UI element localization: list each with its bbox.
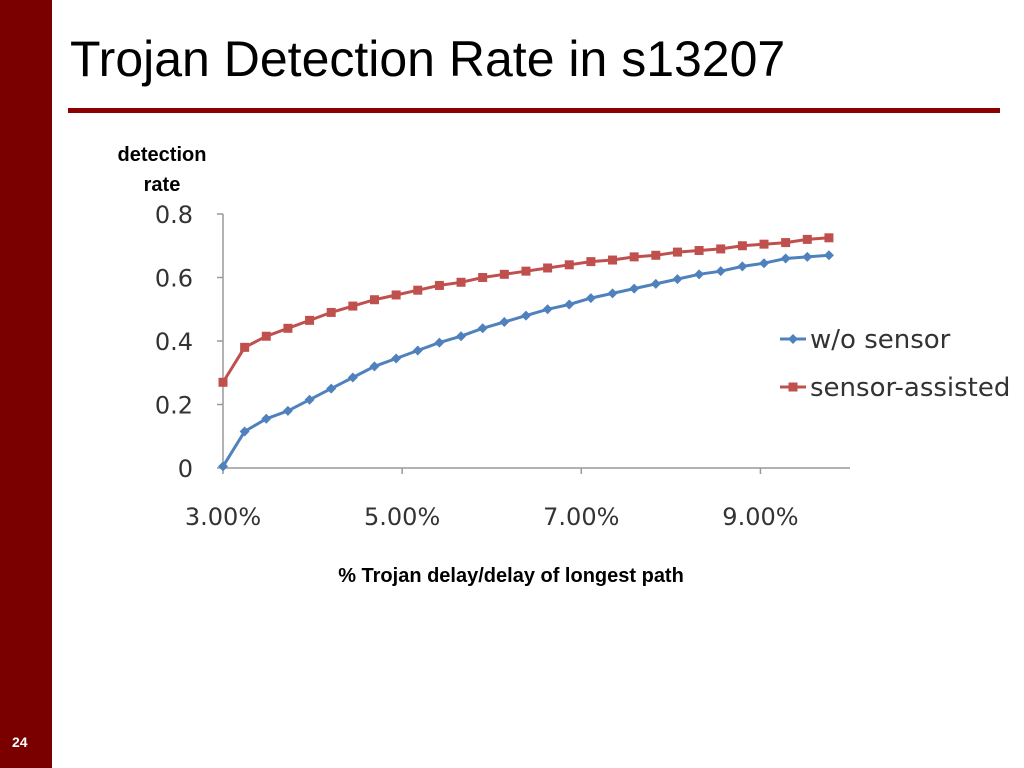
data-point-wo-sensor — [261, 413, 272, 424]
data-point-sensor-assisted — [543, 263, 553, 273]
data-point-wo-sensor — [629, 283, 640, 294]
slide-number: 24 — [12, 734, 28, 750]
data-point-wo-sensor — [780, 253, 791, 264]
y-axis-label: detection rate — [100, 140, 224, 200]
data-point-wo-sensor — [520, 310, 531, 321]
data-point-sensor-assisted — [218, 377, 228, 387]
y-axis-label-line1: detection — [117, 144, 207, 166]
data-point-wo-sensor — [369, 361, 380, 372]
data-point-wo-sensor — [650, 278, 661, 289]
data-point-wo-sensor — [607, 288, 618, 299]
data-point-wo-sensor — [304, 394, 315, 405]
data-point-wo-sensor — [326, 383, 337, 394]
slide-title: Trojan Detection Rate in s13207 — [70, 31, 786, 87]
data-point-wo-sensor — [456, 331, 467, 342]
series-line-1 — [221, 253, 830, 468]
data-point-wo-sensor — [434, 337, 445, 348]
data-point-sensor-assisted — [478, 273, 488, 282]
data-point-sensor-assisted — [521, 266, 531, 276]
x-axis-label: % Trojan delay/delay of longest path — [338, 565, 684, 587]
y-tick-label: 0.8 — [155, 201, 193, 229]
data-point-wo-sensor — [802, 251, 813, 262]
legend-marker-diamond — [788, 334, 798, 344]
data-point-sensor-assisted — [564, 260, 574, 270]
left-accent-bar — [0, 0, 52, 768]
legend-label-1: w/o sensor — [810, 325, 951, 355]
data-point-sensor-assisted — [629, 252, 639, 262]
data-point-wo-sensor — [218, 461, 228, 472]
data-point-wo-sensor — [715, 266, 726, 277]
data-point-wo-sensor — [412, 345, 423, 356]
data-point-sensor-assisted — [737, 241, 747, 251]
data-point-sensor-assisted — [716, 244, 726, 254]
legend-marker-square — [788, 382, 798, 392]
data-point-wo-sensor — [737, 261, 748, 272]
data-point-sensor-assisted — [651, 250, 661, 260]
data-point-sensor-assisted — [694, 246, 704, 256]
data-point-wo-sensor — [347, 372, 358, 383]
title-divider — [68, 108, 1000, 113]
data-point-wo-sensor — [694, 269, 705, 280]
data-point-sensor-assisted — [369, 295, 379, 305]
data-point-sensor-assisted — [759, 239, 769, 249]
data-point-sensor-assisted — [434, 280, 444, 290]
x-tick-label: 5.00% — [364, 503, 440, 531]
legend-label-2: sensor-assisted — [810, 373, 1010, 403]
data-point-sensor-assisted — [499, 269, 509, 279]
data-point-sensor-assisted — [456, 277, 466, 287]
y-tick-label: 0.4 — [155, 328, 193, 356]
data-point-sensor-assisted — [326, 307, 336, 317]
data-point-sensor-assisted — [305, 315, 315, 325]
y-axis-label-line2: rate — [143, 174, 181, 196]
x-tick-label: 9.00% — [722, 503, 798, 531]
data-point-sensor-assisted — [586, 257, 596, 267]
data-point-sensor-assisted — [348, 301, 358, 311]
data-point-wo-sensor — [239, 426, 250, 437]
data-point-wo-sensor — [499, 316, 510, 327]
data-point-wo-sensor — [542, 304, 553, 315]
data-point-sensor-assisted — [608, 255, 618, 265]
data-point-sensor-assisted — [781, 238, 791, 248]
data-point-wo-sensor — [585, 293, 596, 304]
data-point-sensor-assisted — [802, 234, 812, 244]
data-point-sensor-assisted — [391, 290, 401, 300]
data-point-sensor-assisted — [413, 285, 423, 295]
x-tick-label: 3.00% — [185, 503, 261, 531]
data-point-wo-sensor — [391, 353, 402, 364]
y-tick-label: 0.6 — [155, 265, 193, 293]
data-point-wo-sensor — [672, 274, 683, 285]
data-point-wo-sensor — [564, 299, 575, 310]
data-point-sensor-assisted — [240, 342, 250, 352]
series-line-2 — [221, 236, 830, 384]
y-tick-label: 0 — [178, 455, 193, 483]
y-tick-label: 0.2 — [155, 392, 193, 420]
data-point-sensor-assisted — [283, 323, 293, 333]
data-point-wo-sensor — [823, 250, 834, 261]
data-point-wo-sensor — [477, 323, 488, 334]
data-point-sensor-assisted — [672, 247, 682, 257]
x-tick-label: 7.00% — [543, 503, 619, 531]
data-point-wo-sensor — [282, 405, 293, 416]
data-point-wo-sensor — [759, 258, 770, 269]
data-point-sensor-assisted — [261, 331, 271, 341]
data-point-sensor-assisted — [824, 233, 834, 243]
